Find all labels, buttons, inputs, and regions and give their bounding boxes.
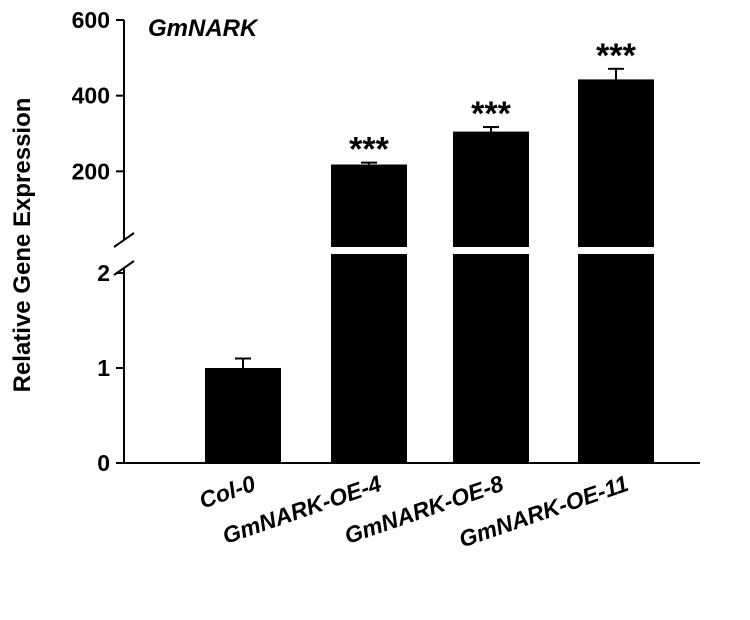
x-category-label: Col-0 (196, 470, 259, 513)
y-tick-label: 200 (72, 158, 110, 184)
significance-label: *** (471, 95, 511, 133)
bar (205, 368, 281, 463)
chart-title: GmNARK (148, 15, 259, 42)
bar (453, 131, 529, 247)
bar (331, 164, 407, 247)
bar (578, 79, 654, 247)
y-tick-label: 1 (97, 355, 110, 381)
bar-lower-segment (331, 254, 407, 463)
axis-break-mark (113, 232, 135, 248)
y-tick-label: 0 (97, 450, 110, 476)
significance-label: *** (349, 131, 389, 169)
bar-lower-segment (453, 254, 529, 463)
significance-label: *** (596, 37, 636, 75)
y-tick-label: 2 (97, 260, 110, 286)
bars (205, 67, 654, 463)
bar-lower-segment (578, 254, 654, 463)
y-axis-label: Relative Gene Expression (9, 98, 36, 393)
y-tick-label: 600 (72, 7, 110, 33)
y-tick-label: 400 (72, 83, 110, 109)
